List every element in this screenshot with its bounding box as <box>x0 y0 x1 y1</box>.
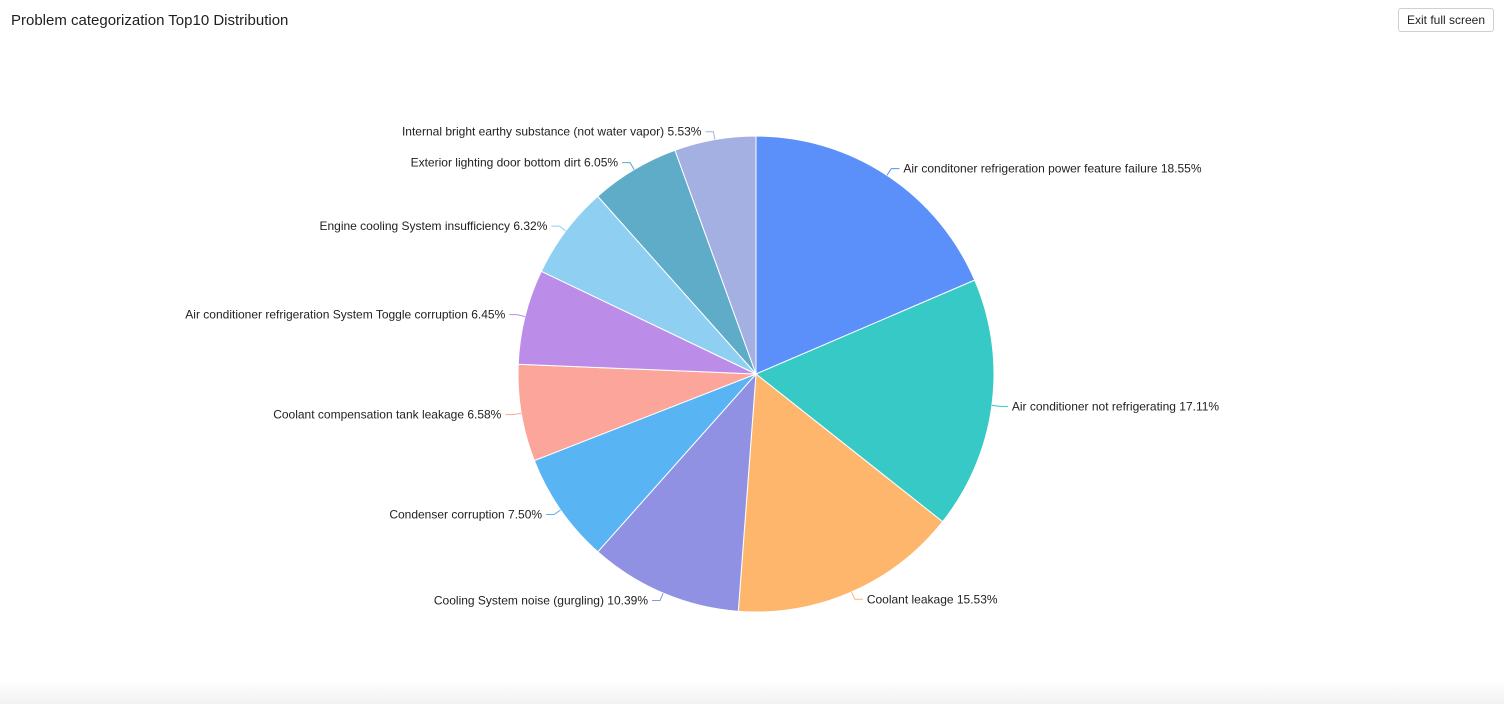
slice-leader-line <box>705 132 714 140</box>
slice-label: Air conditioner refrigeration System Tog… <box>185 308 505 322</box>
slice-label: Air conditoner refrigeration power featu… <box>903 162 1201 176</box>
slice-label: Internal bright earthy substance (not wa… <box>402 125 702 139</box>
slice-label: Coolant compensation tank leakage 6.58% <box>273 408 501 422</box>
slice-label: Air conditioner not refrigerating 17.11% <box>1012 399 1220 413</box>
slice-leader-line <box>509 315 525 317</box>
slice-leader-line <box>546 510 561 515</box>
slice-leader-line <box>852 592 863 599</box>
slice-label: Cooling System noise (gurgling) 10.39% <box>434 594 648 608</box>
slice-label: Exterior lighting door bottom dirt 6.05% <box>411 156 619 170</box>
slice-leader-line <box>652 593 663 600</box>
slice-label: Engine cooling System insufficiency 6.32… <box>319 219 547 233</box>
slice-leader-line <box>992 405 1008 406</box>
slice-label: Coolant leakage 15.53% <box>867 592 998 606</box>
slice-leader-line <box>887 169 899 176</box>
slice-leader-line <box>551 226 565 231</box>
bottom-shadow <box>0 680 1504 704</box>
slice-leader-line <box>505 413 521 414</box>
slice-leader-line <box>622 163 634 170</box>
slice-label: Condenser corruption 7.50% <box>389 508 542 522</box>
